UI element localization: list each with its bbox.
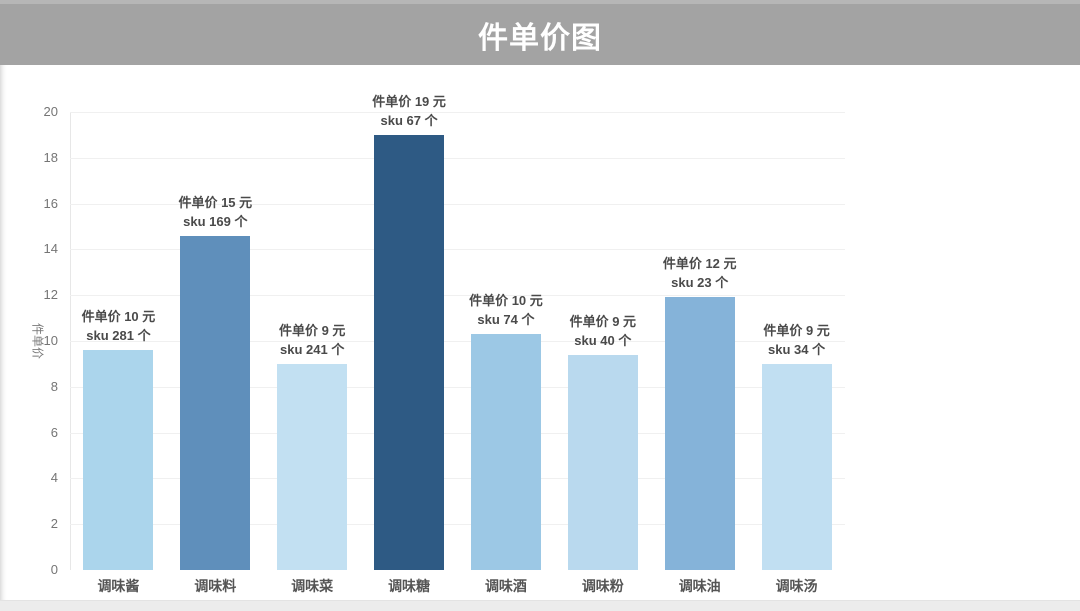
y-tick-label-20: 20 [43, 104, 58, 119]
x-tick-label-调味糖: 调味糖 [388, 578, 431, 594]
annotation-price-line: 件单价 9 元 [278, 322, 346, 338]
gridline-y-8 [70, 386, 845, 388]
bar-调味酒[interactable] [470, 334, 541, 570]
annotation-price-line: 件单价 15 元 [178, 194, 253, 210]
gridline-y-14 [70, 249, 845, 251]
bar-annotation-调味菜: 件单价 9 元 sku 241 个 [232, 321, 392, 359]
gridline-y-4 [70, 478, 845, 480]
annotation-sku-line: sku 67 个 [380, 112, 438, 128]
gridline-y-18 [70, 157, 845, 159]
gridline-y-2 [70, 524, 845, 526]
bar-调味糖[interactable] [374, 134, 445, 570]
x-tick-label-调味料: 调味料 [194, 578, 237, 594]
annotation-sku-line: sku 169 个 [183, 213, 248, 229]
y-tick-label-16: 16 [43, 195, 58, 211]
bar-调味料[interactable] [180, 235, 251, 570]
bar-annotation-调味汤: 件单价 9 元 sku 34 个 [717, 321, 877, 359]
x-tick-label-调味菜: 调味菜 [291, 578, 334, 594]
bar-annotation-调味油: 件单价 12 元 sku 23 个 [620, 254, 780, 292]
bar-调味菜[interactable] [277, 363, 348, 570]
annotation-price-line: 件单价 19 元 [372, 93, 446, 109]
y-tick-label-2: 2 [50, 516, 58, 532]
bar-annotation-调味粉: 件单价 9 元 sku 40 个 [523, 312, 683, 350]
annotation-price-line: 件单价 10 元 [469, 293, 543, 309]
y-tick-label-6: 6 [50, 424, 58, 440]
annotation-sku-line: sku 281 个 [86, 328, 151, 344]
bar-annotation-调味料: 件单价 15 元 sku 169 个 [135, 193, 295, 231]
y-tick-label-18: 18 [43, 149, 58, 165]
gridline-y-12 [70, 295, 845, 297]
gridline-y-10 [70, 341, 845, 342]
bar-annotation-调味酱: 件单价 10 元 sku 281 个 [38, 307, 198, 345]
footer-strip [0, 600, 1080, 611]
annotation-sku-line: sku 74 个 [477, 312, 535, 328]
annotation-sku-line: sku 34 个 [768, 341, 826, 357]
bar-chart: 件单价 0 2 4 6 8 10 12 14 16 18 20 件单价 10 元 sku 281 个调味… [0, 65, 1080, 600]
bar-调味粉[interactable] [567, 354, 638, 570]
annotation-price-line: 件单价 9 元 [763, 322, 830, 338]
gridline-y-16 [70, 203, 845, 205]
x-tick-label-调味油: 调味油 [678, 578, 721, 594]
gridline-y-6 [70, 432, 845, 434]
y-tick-label-14: 14 [43, 241, 58, 257]
x-tick-label-调味酱: 调味酱 [97, 578, 140, 594]
bar-调味汤[interactable] [761, 363, 832, 570]
annotation-price-line: 件单价 12 元 [662, 256, 737, 272]
bar-调味油[interactable] [664, 297, 735, 570]
annotation-sku-line: sku 23 个 [671, 275, 729, 291]
y-tick-label-10: 10 [43, 333, 58, 348]
bar-调味酱[interactable] [83, 350, 154, 570]
annotation-sku-line: sku 40 个 [574, 332, 632, 348]
x-tick-label-调味汤: 调味汤 [775, 578, 818, 594]
x-tick-label-调味酒: 调味酒 [484, 578, 527, 594]
annotation-price-line: 件单价 10 元 [81, 309, 156, 325]
y-tick-label-4: 4 [50, 470, 58, 486]
annotation-price-line: 件单价 9 元 [569, 313, 637, 329]
bar-annotation-调味糖: 件单价 19 元 sku 67 个 [329, 92, 489, 130]
y-tick-label-8: 8 [50, 378, 58, 394]
gridline-y-20 [70, 112, 845, 113]
y-tick-label-12: 12 [43, 287, 58, 303]
annotation-sku-line: sku 241 个 [280, 341, 345, 357]
page-title: 件单价图 [478, 21, 602, 55]
bar-annotation-调味酒: 件单价 10 元 sku 74 个 [426, 291, 586, 329]
y-tick-label-0: 0 [50, 562, 58, 577]
chart-header-bar: 件单价图 [0, 0, 1080, 65]
x-tick-label-调味粉: 调味粉 [581, 578, 624, 594]
